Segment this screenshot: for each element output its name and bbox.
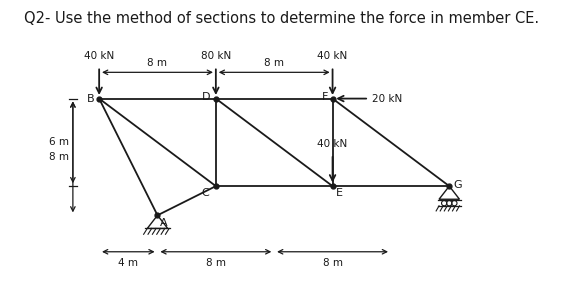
Text: A: A bbox=[159, 218, 167, 227]
Text: 8 m: 8 m bbox=[48, 152, 69, 162]
Text: D: D bbox=[202, 92, 210, 102]
Text: 8 m: 8 m bbox=[264, 58, 284, 68]
Text: 20 kN: 20 kN bbox=[372, 94, 402, 104]
Text: 8 m: 8 m bbox=[206, 258, 226, 267]
Text: E: E bbox=[336, 188, 343, 198]
Text: 6 m: 6 m bbox=[48, 137, 69, 147]
Text: 40 kN: 40 kN bbox=[318, 139, 348, 149]
Text: Q2- Use the method of sections to determine the force in member CE.: Q2- Use the method of sections to determ… bbox=[24, 11, 539, 26]
Text: 40 kN: 40 kN bbox=[84, 51, 114, 61]
Text: 8 m: 8 m bbox=[323, 258, 342, 267]
Text: G: G bbox=[454, 180, 462, 190]
Text: 8 m: 8 m bbox=[148, 58, 168, 68]
Text: 40 kN: 40 kN bbox=[318, 51, 348, 61]
Text: F: F bbox=[322, 92, 328, 102]
Text: 4 m: 4 m bbox=[118, 258, 138, 267]
Text: C: C bbox=[202, 188, 209, 198]
Text: B: B bbox=[87, 94, 94, 104]
Text: 80 kN: 80 kN bbox=[201, 51, 231, 61]
